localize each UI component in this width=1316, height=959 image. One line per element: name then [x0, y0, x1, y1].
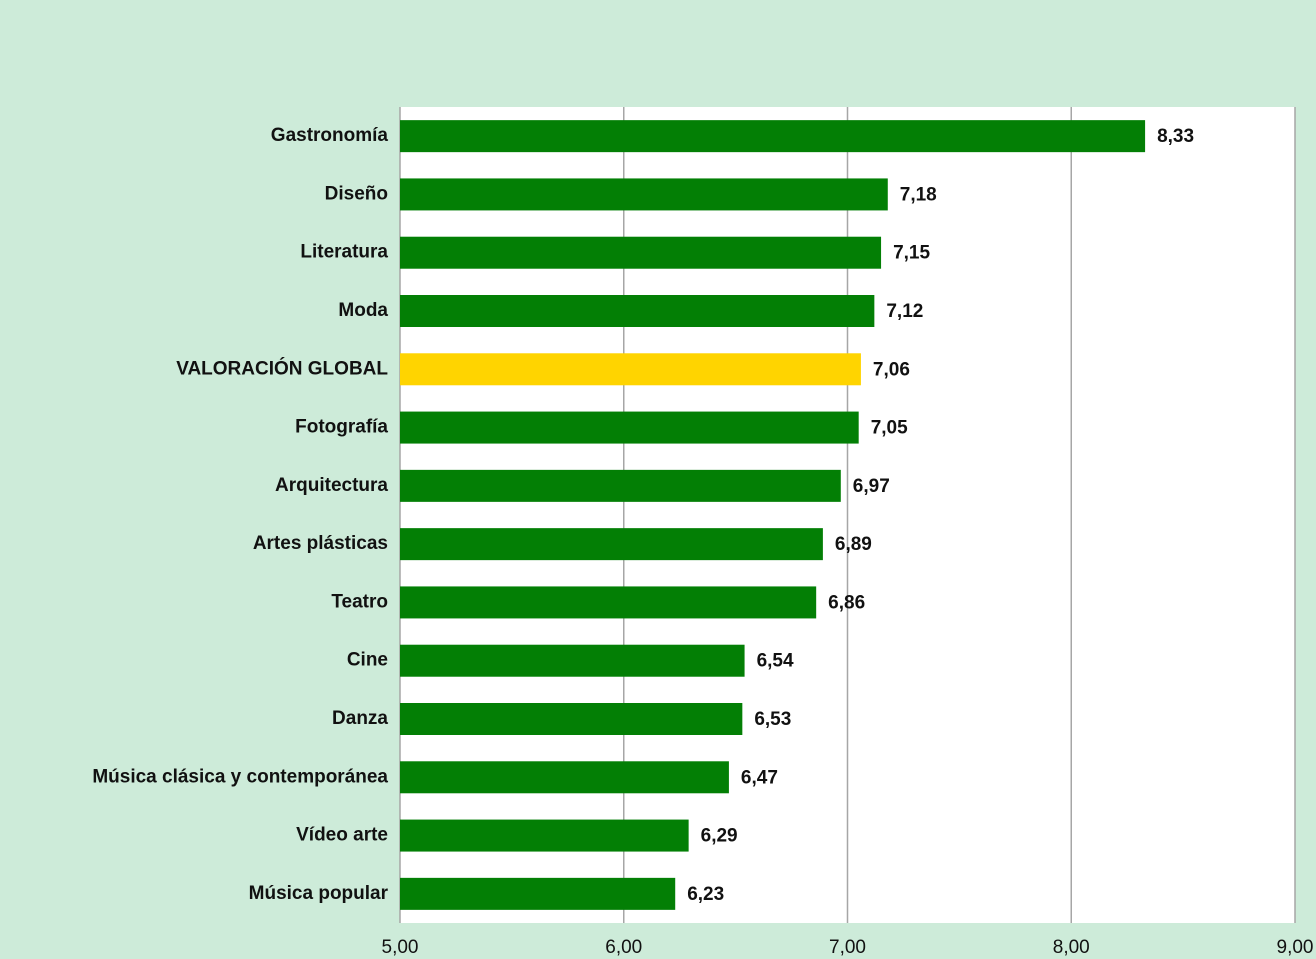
value-label: 8,33	[1157, 126, 1194, 147]
value-label: 6,23	[687, 884, 724, 905]
y-tick-label: Teatro	[331, 591, 388, 612]
bar	[400, 761, 729, 794]
value-label: 6,89	[835, 534, 872, 555]
x-tick-label: 8,00	[1053, 937, 1090, 958]
value-label: 7,05	[871, 418, 908, 439]
y-tick-label: Gastronomía	[271, 125, 389, 146]
bar	[400, 644, 745, 677]
value-label: 7,18	[900, 184, 937, 205]
value-label: 6,86	[828, 592, 865, 613]
y-tick-label: Moda	[338, 300, 388, 321]
bar	[400, 528, 823, 561]
y-tick-label: Arquitectura	[275, 475, 388, 496]
value-label: 6,54	[757, 651, 794, 672]
x-tick-label: 6,00	[605, 937, 642, 958]
y-tick-label: Danza	[332, 708, 388, 729]
y-tick-label: Artes plásticas	[253, 533, 388, 554]
value-label: 7,15	[893, 243, 930, 264]
x-tick-label: 9,00	[1277, 937, 1314, 958]
bar	[400, 586, 817, 619]
y-tick-label: Vídeo arte	[296, 825, 388, 846]
y-tick-label: Fotografía	[295, 417, 388, 438]
bar	[400, 178, 888, 211]
x-tick-label: 5,00	[382, 937, 419, 958]
bar	[400, 295, 875, 327]
y-tick-label: VALORACIÓN GLOBAL	[176, 357, 388, 379]
bar	[400, 469, 841, 502]
bar	[400, 703, 743, 735]
bar	[400, 411, 859, 444]
y-tick-label: Diseño	[325, 183, 388, 204]
y-tick-label: Música clásica y contemporánea	[92, 766, 388, 787]
bar	[400, 353, 861, 386]
value-label: 6,97	[853, 476, 890, 497]
value-label: 6,29	[701, 826, 738, 847]
y-tick-label: Música popular	[249, 883, 389, 904]
value-label: 6,47	[741, 767, 778, 788]
bar	[400, 236, 882, 269]
y-tick-label: Cine	[347, 650, 388, 671]
bar	[400, 819, 689, 852]
x-tick-label: 7,00	[829, 937, 866, 958]
bar	[400, 120, 1146, 153]
value-label: 6,53	[754, 709, 791, 730]
value-label: 7,12	[886, 301, 923, 322]
bar	[400, 877, 676, 910]
y-tick-label: Literatura	[300, 242, 388, 263]
value-label: 7,06	[873, 359, 910, 380]
